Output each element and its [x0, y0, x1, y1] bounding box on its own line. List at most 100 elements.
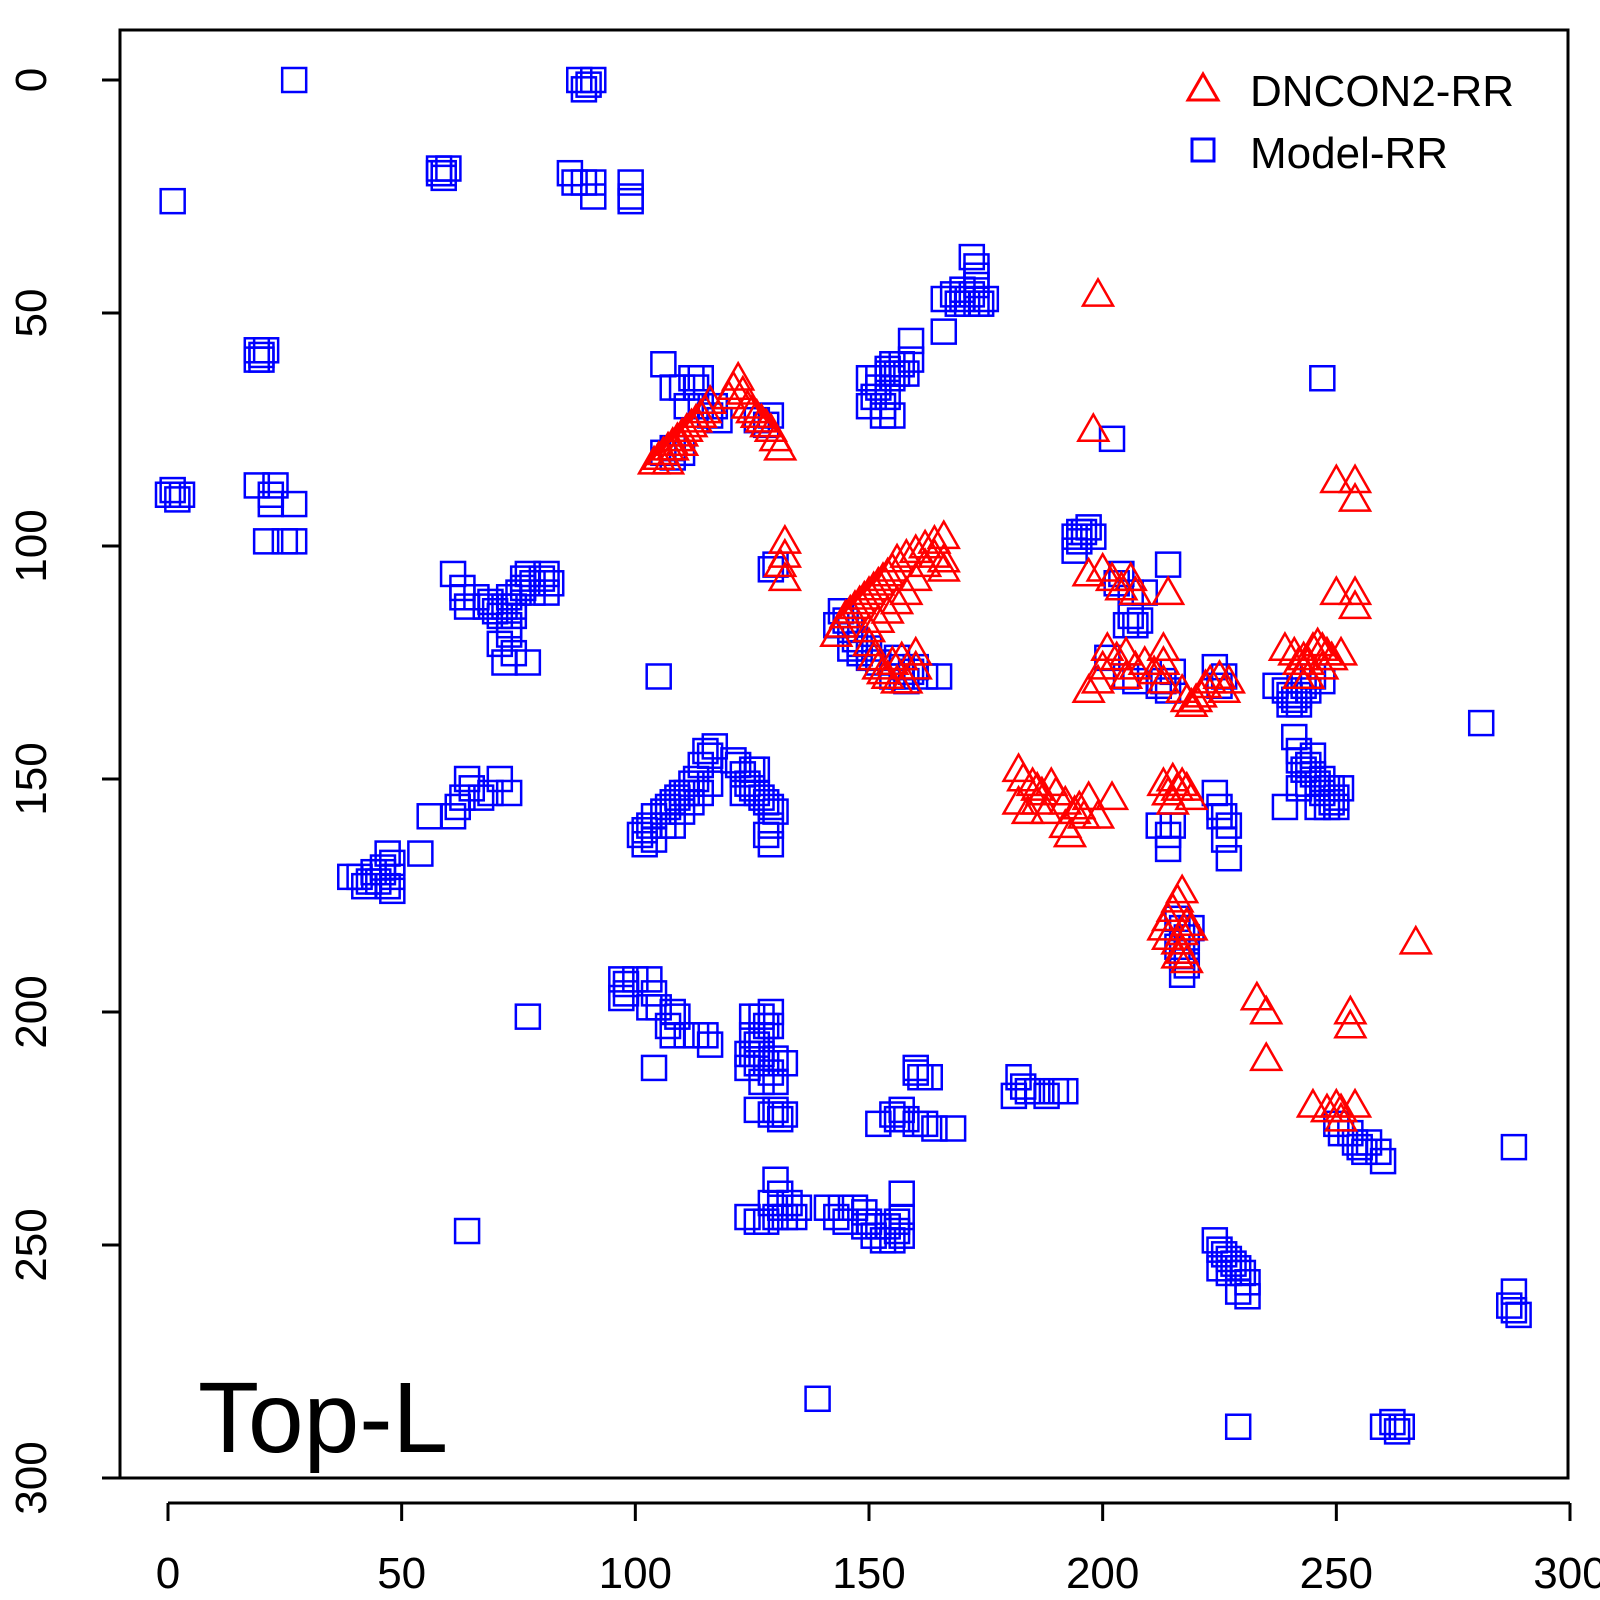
- dncon2-rr-point: [884, 640, 919, 671]
- model-rr-point: [696, 1031, 724, 1058]
- dncon2-rr-point: [833, 593, 868, 624]
- model-rr-point: [1215, 1245, 1243, 1273]
- y-tick-label: 200: [7, 975, 56, 1048]
- model-rr-point: [495, 779, 523, 807]
- model-rr-point: [757, 1189, 785, 1217]
- dncon2-rr-point: [1239, 980, 1275, 1011]
- model-rr-point: [580, 169, 607, 196]
- x-tick-label: 150: [832, 1549, 905, 1598]
- dncon2-rr-point: [917, 523, 952, 554]
- y-tick-label: 250: [7, 1208, 56, 1281]
- model-rr-point: [668, 798, 696, 825]
- model-rr-point: [757, 1101, 785, 1128]
- model-rr-point: [855, 364, 883, 392]
- model-rr-point: [851, 1213, 878, 1240]
- dncon2-rr-point: [889, 537, 924, 568]
- model-rr-point: [608, 966, 635, 993]
- model-rr-point: [1369, 1413, 1397, 1440]
- model-rr-point: [449, 784, 476, 811]
- dncon2-rr-point: [1108, 635, 1144, 666]
- dncon2-rr-point: [875, 644, 910, 675]
- model-rr-point: [463, 584, 490, 611]
- dncon2-rr-point: [1080, 798, 1116, 829]
- x-tick-label: 200: [1066, 1549, 1139, 1598]
- model-rr-point: [1271, 793, 1299, 821]
- dncon2-rr-point: [1150, 575, 1186, 606]
- model-rr-point: [1215, 812, 1243, 839]
- model-rr-point: [748, 1040, 775, 1068]
- dncon2-rr-point: [1337, 589, 1373, 620]
- model-rr-point: [1234, 1269, 1261, 1296]
- model-rr-point: [243, 472, 271, 499]
- model-rr-point: [566, 66, 593, 94]
- model-rr-point: [832, 1208, 859, 1235]
- dncon2-rr-point: [926, 542, 961, 573]
- legend-label-dncon2: DNCON2-RR: [1250, 67, 1514, 116]
- dncon2-rr-point: [763, 430, 798, 461]
- dncon2-rr-point: [711, 379, 746, 410]
- model-rr-point: [435, 155, 462, 182]
- dncon2-rr-point: [819, 617, 854, 648]
- model-rr-point: [477, 779, 504, 807]
- dncon2-rr-point: [1319, 463, 1354, 494]
- dncon2-rr-point: [1146, 644, 1181, 675]
- model-rr-point: [1145, 812, 1172, 839]
- model-rr-point: [1033, 1082, 1060, 1110]
- model-rr-point: [1215, 1259, 1243, 1287]
- model-rr-point: [622, 966, 649, 993]
- model-rr-point: [1066, 518, 1093, 546]
- dncon2-rr-point: [1337, 481, 1373, 512]
- model-rr-point: [271, 528, 299, 555]
- model-rr-point: [514, 1003, 542, 1030]
- legend-label-model: Model-RR: [1250, 129, 1448, 178]
- model-rr-point: [1346, 1133, 1373, 1161]
- y-tick-label: 100: [7, 509, 56, 582]
- model-rr-point: [514, 649, 542, 676]
- dncon2-rr-point: [1333, 994, 1368, 1025]
- model-rr-point: [1154, 821, 1182, 849]
- model-rr-point: [1061, 523, 1088, 550]
- dncon2-rr-point: [1029, 794, 1064, 825]
- model-rr-point: [958, 243, 986, 271]
- dncon2-rr-point: [1071, 672, 1106, 703]
- dncon2-rr-point: [1164, 766, 1200, 797]
- dncon2-rr-point: [1398, 924, 1433, 955]
- dncon2-rr-point: [1010, 794, 1046, 825]
- model-rr-point: [481, 597, 509, 625]
- model-rr-point: [407, 840, 434, 867]
- dncon2-rr-point: [1249, 994, 1284, 1025]
- model-rr-point: [734, 1203, 761, 1231]
- model-rr-point: [1365, 1138, 1392, 1166]
- model-rr-point: [533, 579, 560, 606]
- model-rr-point: [1276, 691, 1303, 718]
- model-rr-point: [659, 812, 686, 839]
- model-rr-point: [911, 1110, 939, 1138]
- y-tick-label: 300: [7, 1441, 56, 1514]
- model-rr-point: [1299, 761, 1327, 788]
- y-tick-label: 150: [7, 742, 56, 815]
- model-rr-point: [519, 579, 546, 606]
- model-rr-point: [757, 830, 785, 858]
- model-rr-point: [963, 290, 990, 317]
- model-rr-point: [280, 528, 308, 555]
- model-rr-point: [533, 560, 560, 588]
- model-rr-point: [1505, 1301, 1532, 1329]
- model-rr-point: [608, 984, 635, 1012]
- model-rr-point: [1126, 607, 1154, 634]
- model-rr-point: [640, 826, 668, 853]
- dncon2-rr-point: [861, 603, 896, 634]
- model-rr-point: [757, 812, 785, 839]
- plot-annotation: Top-L: [198, 1362, 448, 1474]
- model-rr-point: [692, 1022, 719, 1049]
- model-rr-point: [696, 770, 724, 797]
- x-tick-label: 250: [1300, 1549, 1373, 1598]
- model-rr-point: [757, 1012, 785, 1040]
- model-rr-point: [537, 570, 565, 597]
- dncon2-rr-point: [1174, 910, 1209, 941]
- model-rr-point: [1355, 1129, 1383, 1156]
- model-rr-point: [430, 164, 457, 192]
- model-rr-point: [636, 966, 663, 993]
- dncon2-rr-point: [1160, 938, 1195, 969]
- dncon2-rr-point: [926, 551, 961, 582]
- dncon2-rr-point: [1052, 817, 1088, 848]
